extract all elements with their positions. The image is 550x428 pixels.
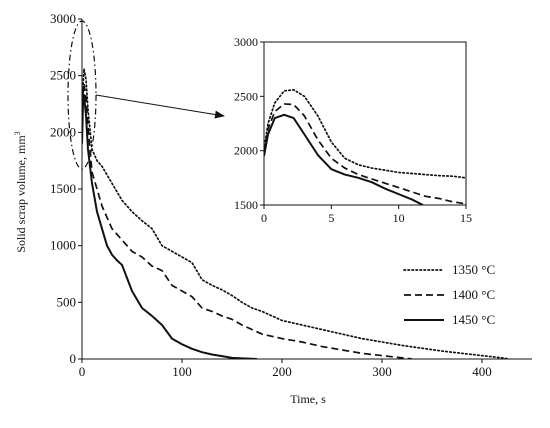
y-tick-label: 2000 [234, 144, 258, 158]
main-series-line-solid [82, 93, 258, 359]
zoom-arrow [95, 94, 225, 119]
y-tick-label: 1000 [50, 238, 76, 253]
y-tick-label: 3000 [234, 35, 258, 49]
main-series-line-dashed [82, 82, 413, 359]
x-tick-label: 0 [261, 211, 267, 225]
main-series-line-dotted [82, 68, 510, 359]
legend-label: 1450 °C [452, 312, 495, 327]
y-tick-label: 500 [57, 294, 77, 309]
legend-label: 1350 °C [452, 262, 495, 277]
x-tick-label: 400 [472, 364, 492, 379]
y-tick-label: 2500 [50, 68, 76, 83]
x-tick-label: 100 [172, 364, 192, 379]
inset-series-line-dotted [264, 88, 466, 179]
inset-series-line-dashed [264, 103, 466, 205]
x-tick-label: 10 [393, 211, 405, 225]
y-tick-label: 1500 [234, 198, 258, 212]
inset-series-line-solid [264, 113, 424, 205]
y-axis-unit-superscript: 3 [13, 131, 22, 135]
x-tick-label: 200 [272, 364, 292, 379]
inset-frame [263, 41, 467, 206]
y-tick-label: 3000 [50, 11, 76, 26]
y-tick-label: 2000 [50, 124, 76, 139]
x-tick-label: 15 [460, 211, 472, 225]
y-tick-label: 1500 [50, 181, 76, 196]
x-tick-label: 5 [328, 211, 334, 225]
y-tick-label: 0 [70, 351, 77, 366]
inset-chart: 1500 2000 2500 3000 0 5 10 15 [234, 35, 472, 225]
x-tick-label: 0 [79, 364, 86, 379]
y-axis-title: Solid scrap volume, mm3 [13, 131, 28, 252]
legend-label: 1400 °C [452, 287, 495, 302]
y-tick-label: 2500 [234, 89, 258, 103]
legend: 1350 °C 1400 °C 1450 °C [403, 262, 495, 327]
x-axis-title: Time, s [290, 392, 326, 406]
x-tick-label: 300 [372, 364, 392, 379]
